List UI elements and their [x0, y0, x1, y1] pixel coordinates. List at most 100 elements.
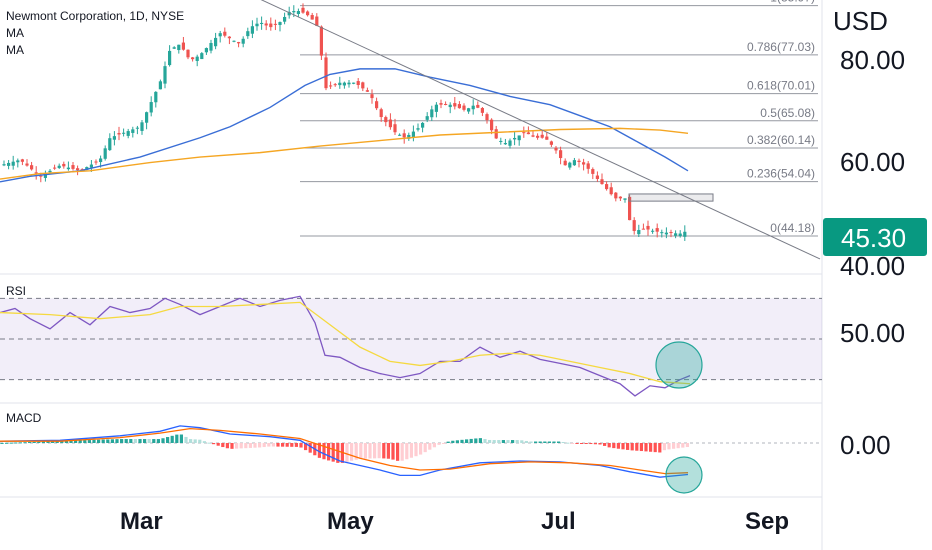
candle-body	[683, 231, 687, 237]
macd-histogram-bar	[129, 439, 133, 443]
macd-histogram-bar	[322, 443, 326, 460]
rsi-tick-50: 50.00	[840, 318, 905, 348]
candle-body	[140, 122, 144, 131]
macd-histogram-bar	[584, 443, 588, 444]
macd-histogram-bar	[607, 443, 611, 448]
candle-body	[411, 131, 415, 138]
indicator-ma-2[interactable]: MA	[6, 43, 24, 57]
rsi-label[interactable]: RSI	[6, 284, 26, 298]
last-price-badge	[823, 218, 927, 256]
macd-histogram-bar	[685, 443, 689, 448]
macd-histogram-bar	[423, 443, 427, 453]
macd-histogram-bar	[598, 443, 602, 445]
candle-body	[444, 103, 448, 105]
macd-histogram-bar	[635, 443, 639, 451]
macd-histogram-bar	[497, 440, 501, 443]
macd-histogram-bar	[437, 443, 441, 445]
macd-histogram-bar	[235, 443, 239, 449]
candle-body	[112, 136, 116, 140]
candle-body	[48, 170, 52, 173]
macd-histogram-bar	[161, 438, 165, 443]
macd-histogram-bar	[110, 439, 114, 443]
candle-body	[172, 47, 176, 49]
candle-body	[11, 161, 15, 166]
macd-histogram-bar	[589, 443, 593, 445]
candle-body	[568, 162, 572, 168]
macd-histogram-bar	[616, 443, 620, 449]
macd-histogram-bar	[621, 443, 625, 450]
candle-body	[269, 23, 273, 28]
macd-histogram-bar	[170, 435, 174, 443]
candle-body	[669, 232, 673, 234]
candle-body	[674, 233, 678, 236]
candle-body	[16, 160, 20, 163]
macd-histogram-bar	[60, 440, 64, 443]
candle-body	[158, 81, 162, 90]
macd-histogram-bar	[290, 443, 294, 447]
macd-histogram-bar	[244, 443, 248, 449]
candle-body	[292, 11, 296, 13]
candle-body	[149, 102, 153, 113]
macd-histogram-bar	[653, 443, 657, 453]
macd-histogram-bar	[281, 443, 285, 447]
macd-histogram-bar	[230, 443, 234, 449]
macd-histogram-bar	[529, 441, 533, 443]
candle-body	[264, 23, 268, 26]
candle-body	[453, 103, 457, 107]
fib-label-0.5: 0.5(65.08)	[760, 106, 815, 120]
ma-line-1	[0, 68, 689, 183]
candle-body	[503, 143, 507, 145]
macd-histogram-bar	[386, 443, 390, 459]
macd-histogram-bar	[483, 439, 487, 443]
candle-body	[600, 179, 604, 185]
macd-histogram-bar	[101, 439, 105, 443]
macd-histogram-bar	[575, 443, 579, 444]
macd-histogram-bar	[97, 439, 101, 443]
trendline-group	[260, 0, 821, 260]
resistance-box	[628, 193, 714, 202]
candle-body	[324, 57, 328, 89]
candle-body	[614, 192, 618, 199]
macd-highlight-circle	[665, 456, 703, 494]
macd-histogram-bar	[612, 443, 616, 449]
candle-body	[485, 114, 489, 121]
candle-body	[577, 160, 581, 162]
price-tick-60: 60.00	[840, 147, 905, 177]
macd-histogram-bar	[14, 442, 18, 444]
macd-histogram-bar	[409, 443, 413, 458]
candle-body	[434, 104, 438, 112]
candle-body	[310, 15, 314, 20]
candle-body	[283, 16, 287, 22]
macd-histogram-bar	[501, 440, 505, 443]
candle-body	[618, 196, 622, 199]
candle-body	[296, 11, 300, 14]
macd-histogram-bar	[552, 441, 556, 443]
macd-label[interactable]: MACD	[6, 411, 42, 425]
candle-body	[494, 129, 498, 139]
candle-body	[306, 11, 310, 16]
candle-body	[71, 165, 75, 169]
macd-histogram-bar	[327, 443, 331, 461]
rsi-pane	[0, 295, 822, 397]
macd-histogram-bar	[672, 443, 676, 449]
candle-body	[513, 137, 517, 140]
macd-histogram-bar	[0, 442, 4, 444]
macd-histogram-bar	[382, 443, 386, 459]
rsi-line	[0, 295, 691, 397]
time-tick-sep: Sep	[745, 508, 789, 535]
candle-body	[586, 163, 590, 169]
macd-histogram-bar	[593, 443, 597, 445]
candle-body	[278, 22, 282, 25]
candle-body	[191, 57, 195, 60]
macd-histogram-bar	[455, 440, 459, 443]
candle-body	[646, 225, 650, 230]
candle-body	[549, 141, 553, 145]
candle-body	[531, 135, 535, 137]
indicator-ma-1[interactable]: MA	[6, 26, 24, 40]
macd-histogram-bar	[239, 443, 243, 449]
candle-body	[421, 122, 425, 128]
macd-histogram-bar	[143, 439, 147, 443]
macd-histogram-bar	[221, 443, 225, 448]
candle-body	[347, 82, 351, 85]
